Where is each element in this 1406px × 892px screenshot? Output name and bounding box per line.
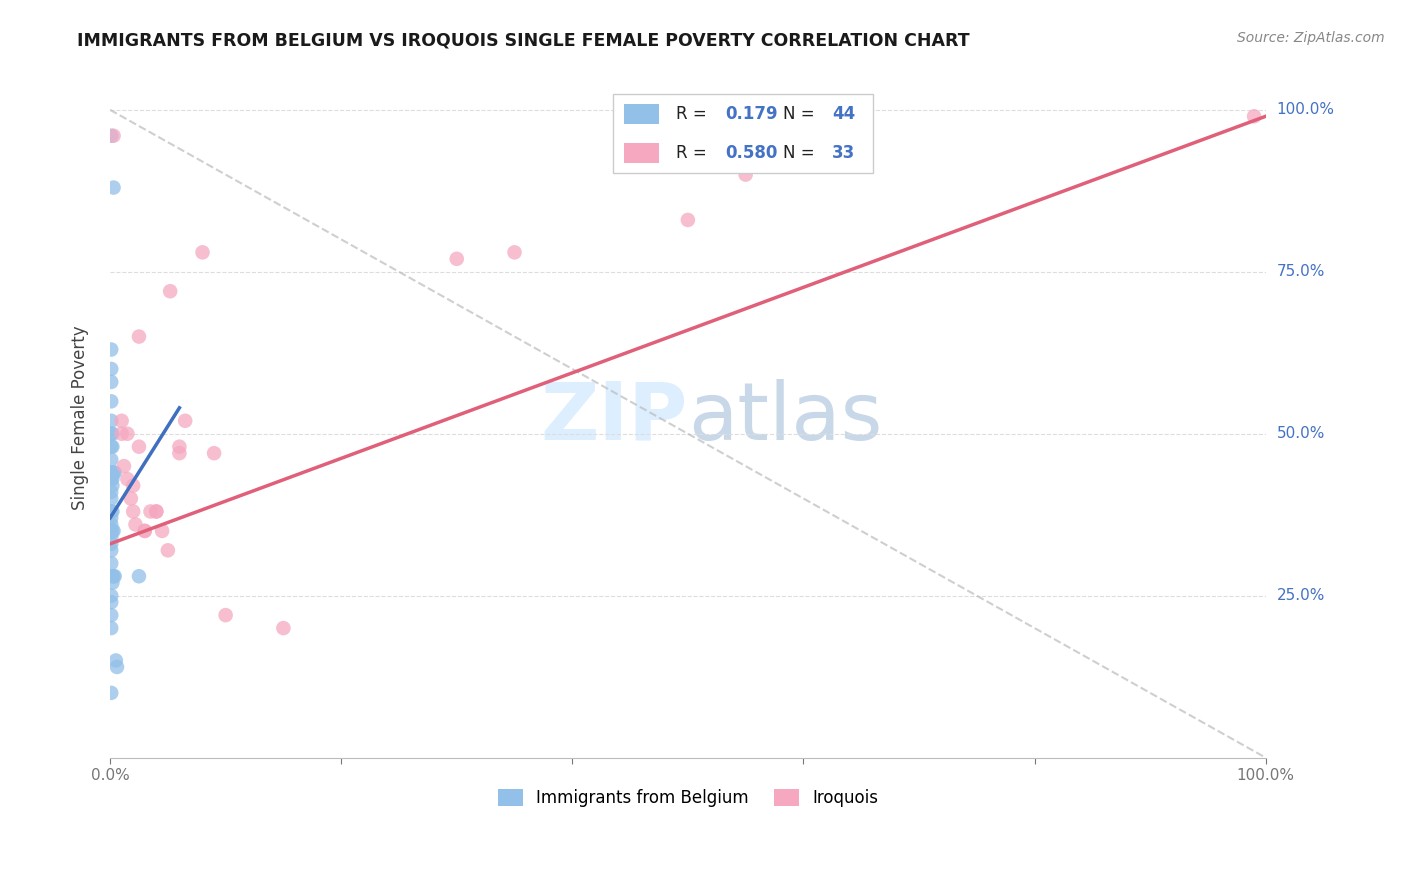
Point: [100, 426, 122, 441]
Point: [103, 466, 125, 480]
Text: 44: 44: [832, 105, 856, 123]
Point: [103, 180, 125, 194]
Point: [100, 452, 122, 467]
Point: [100, 375, 122, 389]
Point: [128, 440, 150, 454]
Point: [100, 543, 122, 558]
Point: [101, 426, 124, 441]
Point: [100, 128, 122, 143]
Point: [100, 414, 122, 428]
Text: 0.580: 0.580: [725, 145, 778, 162]
Point: [169, 440, 191, 454]
Point: [101, 466, 124, 480]
Point: [100, 595, 122, 609]
Point: [101, 504, 124, 518]
Point: [100, 589, 122, 603]
Point: [145, 504, 167, 518]
Point: [124, 517, 146, 532]
Point: [100, 608, 122, 623]
Point: [191, 245, 214, 260]
Point: [100, 557, 122, 571]
Text: Source: ZipAtlas.com: Source: ZipAtlas.com: [1237, 31, 1385, 45]
Point: [100, 485, 122, 500]
Point: [128, 569, 150, 583]
Point: [100, 511, 122, 525]
Point: [104, 466, 127, 480]
Point: [100, 621, 122, 635]
Text: N =: N =: [783, 145, 820, 162]
Point: [273, 621, 295, 635]
Point: [101, 440, 124, 454]
Point: [100, 686, 122, 700]
Point: [117, 426, 139, 441]
Text: N =: N =: [783, 105, 820, 123]
Point: [145, 504, 167, 518]
Text: R =: R =: [676, 105, 713, 123]
Text: 25.0%: 25.0%: [1277, 588, 1324, 603]
Point: [117, 472, 139, 486]
Point: [134, 524, 156, 538]
Text: 0.179: 0.179: [725, 105, 778, 123]
Point: [100, 466, 122, 480]
Point: [101, 472, 124, 486]
Point: [100, 343, 122, 357]
Text: 75.0%: 75.0%: [1277, 264, 1324, 279]
Point: [792, 135, 814, 149]
Point: [100, 537, 122, 551]
Point: [104, 569, 127, 583]
Point: [100, 517, 122, 532]
Text: 100.0%: 100.0%: [1277, 103, 1334, 118]
Legend: Immigrants from Belgium, Iroquois: Immigrants from Belgium, Iroquois: [491, 782, 884, 814]
Text: 33: 33: [832, 145, 856, 162]
Point: [111, 426, 134, 441]
Point: [101, 524, 124, 538]
Text: atlas: atlas: [688, 378, 882, 457]
Text: R =: R =: [676, 145, 713, 162]
Point: [101, 478, 124, 492]
Point: [120, 491, 142, 506]
Point: [134, 524, 156, 538]
Point: [100, 491, 122, 506]
Point: [150, 524, 173, 538]
Point: [676, 213, 699, 227]
Text: ZIP: ZIP: [541, 378, 688, 457]
Point: [100, 440, 122, 454]
Point: [103, 569, 125, 583]
Y-axis label: Single Female Poverty: Single Female Poverty: [72, 326, 89, 510]
Point: [174, 414, 197, 428]
FancyBboxPatch shape: [613, 95, 873, 173]
Point: [112, 459, 135, 474]
Point: [122, 478, 145, 492]
Point: [202, 446, 225, 460]
Point: [503, 245, 526, 260]
Point: [1243, 109, 1265, 123]
Text: IMMIGRANTS FROM BELGIUM VS IROQUOIS SINGLE FEMALE POVERTY CORRELATION CHART: IMMIGRANTS FROM BELGIUM VS IROQUOIS SING…: [77, 31, 970, 49]
Point: [101, 575, 124, 590]
Point: [104, 653, 127, 667]
Bar: [624, 103, 659, 124]
Point: [111, 414, 134, 428]
Point: [446, 252, 468, 266]
Bar: [624, 143, 659, 163]
Point: [100, 504, 122, 518]
Text: 50.0%: 50.0%: [1277, 426, 1324, 442]
Point: [100, 362, 122, 376]
Point: [156, 543, 179, 558]
Point: [100, 472, 122, 486]
Point: [122, 504, 145, 518]
Point: [100, 524, 122, 538]
Point: [128, 329, 150, 343]
Point: [105, 660, 128, 674]
Point: [100, 394, 122, 409]
Point: [169, 446, 191, 460]
Point: [103, 128, 125, 143]
Point: [214, 608, 236, 623]
Point: [139, 504, 162, 518]
Point: [734, 168, 756, 182]
Point: [101, 569, 124, 583]
Point: [159, 284, 181, 298]
Point: [103, 524, 125, 538]
Point: [100, 530, 122, 544]
